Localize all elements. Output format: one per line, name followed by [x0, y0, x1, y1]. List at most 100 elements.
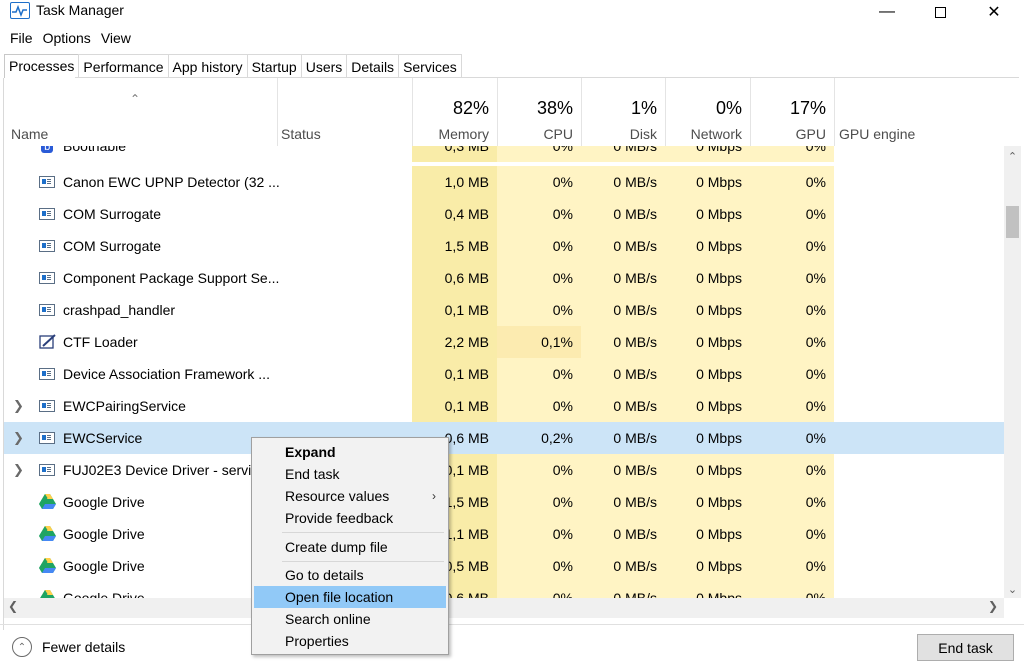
process-disk: 0 MB/s [613, 146, 657, 154]
process-disk: 0 MB/s [613, 238, 657, 254]
process-cpu: 0% [552, 146, 573, 154]
process-row[interactable]: Google Drive 0,6 MB 0% 0 MB/s 0 Mbps 0% [4, 582, 1004, 598]
column-cpu[interactable]: 38% CPU [497, 78, 581, 146]
process-disk: 0 MB/s [613, 462, 657, 478]
process-row[interactable]: COM Surrogate 0,4 MB 0% 0 MB/s 0 Mbps 0% [4, 198, 1004, 230]
end-task-button[interactable]: End task [917, 634, 1014, 661]
tab-services[interactable]: Services [398, 54, 462, 78]
process-cpu: 0,1% [541, 334, 573, 350]
app-window-icon [39, 176, 55, 188]
memory-label: Memory [438, 126, 489, 142]
google-drive-icon [39, 558, 56, 573]
process-name: COM Surrogate [63, 206, 162, 222]
horizontal-scrollbar[interactable]: ❮ ❯ [4, 598, 1004, 618]
usage-heat [497, 262, 834, 294]
scroll-down-icon[interactable]: ⌄ [1007, 584, 1018, 596]
cpu-percent: 38% [536, 98, 573, 118]
process-gpu: 0% [805, 366, 826, 382]
scroll-left-icon[interactable]: ❮ [8, 599, 19, 613]
column-gpu[interactable]: 17% GPU [750, 78, 834, 146]
process-row[interactable]: Component Package Support Se... 0,6 MB 0… [4, 262, 1004, 294]
tab-startup[interactable]: Startup [246, 54, 302, 78]
process-name: Google Drive [63, 590, 145, 598]
column-status[interactable]: Status [281, 126, 321, 142]
process-row[interactable]: Google Drive 1,5 MB 0% 0 MB/s 0 Mbps 0% [4, 486, 1004, 518]
minimize-button[interactable]: — [879, 3, 895, 20]
column-memory[interactable]: 82% Memory [412, 78, 497, 146]
expand-chevron-icon[interactable]: ❯ [13, 398, 24, 413]
menu-go-to-details[interactable]: Go to details [285, 567, 364, 583]
tab-app-history[interactable]: App history [167, 54, 248, 78]
menu-file[interactable]: File [10, 30, 33, 46]
menu-search-online[interactable]: Search online [285, 611, 371, 627]
column-disk[interactable]: 1% Disk [581, 78, 665, 146]
menu-expand[interactable]: Expand [285, 444, 336, 460]
process-cpu: 0% [552, 206, 573, 222]
usage-heat [497, 294, 834, 326]
submenu-arrow-icon: › [432, 489, 436, 503]
process-memory: 1,1 MB [444, 526, 489, 542]
close-button[interactable]: ✕ [987, 4, 1001, 21]
tab-details[interactable]: Details [346, 54, 400, 78]
fewer-details-button[interactable]: ⌃ Fewer details [12, 637, 125, 657]
tab-performance[interactable]: Performance [78, 54, 169, 78]
menu-options[interactable]: Options [42, 30, 91, 46]
process-network: 0 Mbps [696, 526, 742, 542]
process-cpu: 0% [552, 302, 573, 318]
menu-resource-values[interactable]: Resource values › [254, 485, 446, 507]
process-cpu: 0% [552, 174, 573, 190]
maximize-icon [934, 6, 946, 18]
title-bar: Task Manager — ✕ [0, 0, 1024, 24]
process-row-selected[interactable]: ❯ EWCService 0,6 MB 0,2% 0 MB/s 0 Mbps 0… [4, 422, 1004, 454]
process-name: Canon EWC UPNP Detector (32 ... [63, 174, 280, 190]
usage-heat [497, 518, 834, 550]
maximize-button[interactable] [917, 0, 963, 24]
menu-open-file-location[interactable]: Open file location [254, 586, 446, 608]
process-disk: 0 MB/s [613, 366, 657, 382]
process-cpu: 0% [552, 366, 573, 382]
process-memory: 0,4 MB [444, 206, 489, 222]
menu-provide-feedback[interactable]: Provide feedback [285, 510, 394, 526]
app-window-icon [39, 208, 55, 220]
process-row[interactable]: Device Association Framework ... 0,1 MB … [4, 358, 1004, 390]
menu-end-task[interactable]: End task [285, 466, 340, 482]
usage-heat [497, 582, 834, 598]
scroll-right-icon[interactable]: ❯ [987, 599, 998, 613]
process-row[interactable]: ❯ FUJ02E3 Device Driver - service 0,1 MB… [4, 454, 1004, 486]
tab-processes[interactable]: Processes [4, 54, 80, 78]
process-row[interactable]: Google Drive 1,1 MB 0% 0 MB/s 0 Mbps 0% [4, 518, 1004, 550]
process-network: 0 Mbps [696, 146, 742, 154]
process-name: EWCService [63, 430, 143, 446]
process-gpu: 0% [805, 494, 826, 510]
resource-values-label: Resource values [285, 488, 390, 504]
expand-chevron-icon[interactable]: ❯ [13, 462, 24, 477]
column-name[interactable]: Name [11, 126, 49, 142]
usage-heat [497, 198, 834, 230]
process-row[interactable]: crashpad_handler 0,1 MB 0% 0 MB/s 0 Mbps… [4, 294, 1004, 326]
memory-heat [412, 230, 497, 262]
expand-chevron-icon[interactable]: ❯ [13, 430, 24, 445]
column-gpu-engine[interactable]: GPU engine [839, 126, 916, 142]
process-row[interactable]: b Boothable 0,3 MB 0% 0 MB/s 0 Mbps 0% [4, 146, 1004, 162]
vertical-scrollbar[interactable]: ⌃ ⌄ [1004, 146, 1021, 598]
process-row[interactable]: Canon EWC UPNP Detector (32 ... 1,0 MB 0… [4, 166, 1004, 198]
scroll-thumb[interactable] [1006, 206, 1019, 238]
process-row[interactable]: Google Drive 0,5 MB 0% 0 MB/s 0 Mbps 0% [4, 550, 1004, 582]
process-row[interactable]: ❯ EWCPairingService 0,1 MB 0% 0 MB/s 0 M… [4, 390, 1004, 422]
scroll-up-icon[interactable]: ⌃ [1007, 151, 1018, 163]
column-network[interactable]: 0% Network [665, 78, 750, 146]
usage-heat [497, 166, 834, 198]
menu-properties[interactable]: Properties [285, 633, 349, 649]
context-menu: Expand End task Resource values › Provid… [251, 437, 449, 655]
menu-view[interactable]: View [100, 30, 131, 46]
process-memory: 0,1 MB [444, 302, 489, 318]
process-name: CTF Loader [63, 334, 138, 350]
network-percent: 0% [715, 98, 742, 118]
process-gpu: 0% [805, 302, 826, 318]
tab-users[interactable]: Users [300, 54, 348, 78]
process-row[interactable]: COM Surrogate 1,5 MB 0% 0 MB/s 0 Mbps 0% [4, 230, 1004, 262]
process-network: 0 Mbps [696, 270, 742, 286]
process-row[interactable]: CTF Loader 2,2 MB 0,1% 0 MB/s 0 Mbps 0% [4, 326, 1004, 358]
menu-create-dump-file[interactable]: Create dump file [285, 539, 388, 555]
process-memory: 1,5 MB [444, 238, 489, 254]
